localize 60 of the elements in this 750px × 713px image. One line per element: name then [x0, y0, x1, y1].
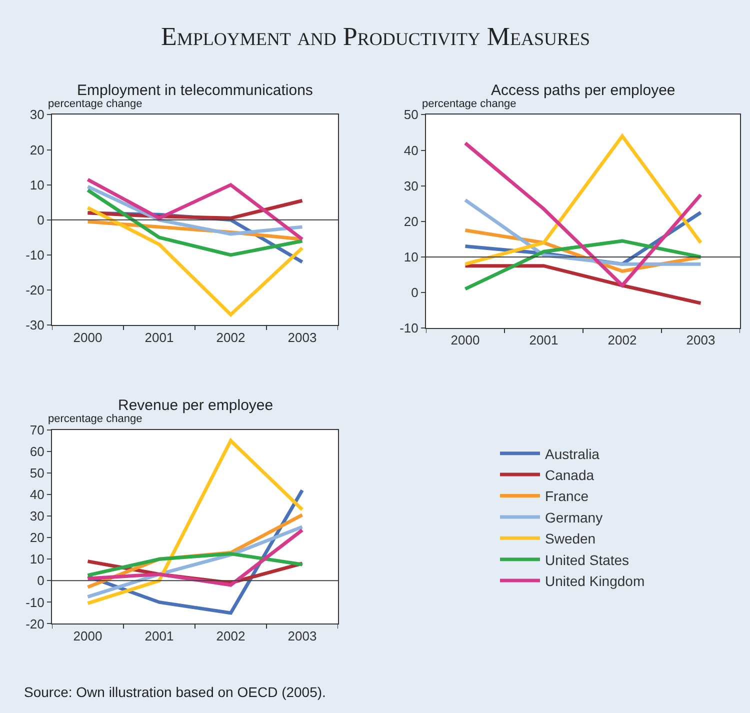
y-tick-label: 50 — [404, 107, 418, 122]
y-tick-label: 0 — [411, 285, 418, 300]
y-tick-label: 30 — [30, 107, 44, 122]
y-tick-label: 50 — [30, 466, 44, 481]
y-tick-label: 40 — [404, 142, 418, 158]
line-series — [86, 552, 304, 578]
line-series — [86, 206, 304, 316]
legend-label: Sweden — [545, 530, 596, 547]
x-tick-label: 2000 — [73, 628, 102, 644]
y-tick-label: -20 — [26, 616, 44, 632]
y-tick-label: -30 — [26, 318, 44, 333]
line-series — [464, 239, 702, 291]
legend-label: United Kingdom — [545, 573, 645, 590]
y-tick-label: 40 — [30, 487, 44, 502]
y-tick-label: -10 — [26, 594, 44, 610]
legend-label: France — [545, 488, 589, 504]
text: Employment and Productivity Measures — [161, 22, 590, 51]
x-tick-label: 2001 — [144, 628, 174, 644]
x-tick-label: 2000 — [450, 332, 480, 348]
chart-title: Employment in telecommunications — [77, 82, 313, 99]
legend-label: Canada — [545, 467, 594, 484]
y-tick-label: -10 — [400, 320, 418, 336]
y-axis-title: percentage change — [422, 98, 516, 110]
y-axis-title: percentage change — [48, 98, 142, 110]
y-tick-label: 20 — [404, 214, 418, 229]
y-tick-label: 70 — [30, 422, 44, 438]
x-tick-label: 2003 — [288, 628, 317, 644]
y-axis-title: percentage change — [48, 413, 142, 425]
y-tick-label: 30 — [30, 508, 44, 524]
x-tick-label: 2001 — [529, 332, 558, 348]
line-series — [86, 188, 304, 257]
line-series — [86, 528, 304, 587]
y-tick-label: 0 — [37, 573, 44, 588]
x-tick-label: 2003 — [288, 330, 317, 345]
source-note: Source: Own illustration based on OECD (2005). — [24, 684, 326, 700]
legend-label: United States — [545, 552, 630, 568]
y-tick-label: 30 — [404, 178, 418, 194]
y-tick-label: -10 — [26, 248, 44, 263]
chart-title: Access paths per employee — [491, 82, 676, 99]
x-tick-label: 2002 — [216, 330, 246, 345]
y-tick-label: 10 — [30, 552, 44, 567]
x-tick-label: 2002 — [608, 332, 637, 348]
x-tick-label: 2001 — [144, 330, 174, 345]
line-series — [86, 184, 304, 236]
line-series — [86, 438, 304, 606]
y-tick-label: 10 — [404, 250, 418, 265]
x-tick-label: 2000 — [73, 330, 102, 345]
y-tick-label: 60 — [30, 444, 44, 459]
y-tick-label: 0 — [37, 212, 44, 228]
chart-title: Revenue per employee — [118, 397, 274, 414]
y-tick-label: 20 — [30, 530, 44, 546]
y-tick-label: -20 — [26, 282, 44, 298]
line-series — [86, 178, 304, 241]
x-tick-label: 2003 — [686, 332, 716, 348]
legend-label: Australia — [545, 446, 600, 462]
y-tick-label: 20 — [30, 142, 44, 158]
x-tick-label: 2002 — [216, 628, 246, 644]
legend-label: Germany — [545, 509, 603, 526]
line-series — [464, 141, 702, 288]
y-tick-label: 10 — [30, 177, 44, 192]
